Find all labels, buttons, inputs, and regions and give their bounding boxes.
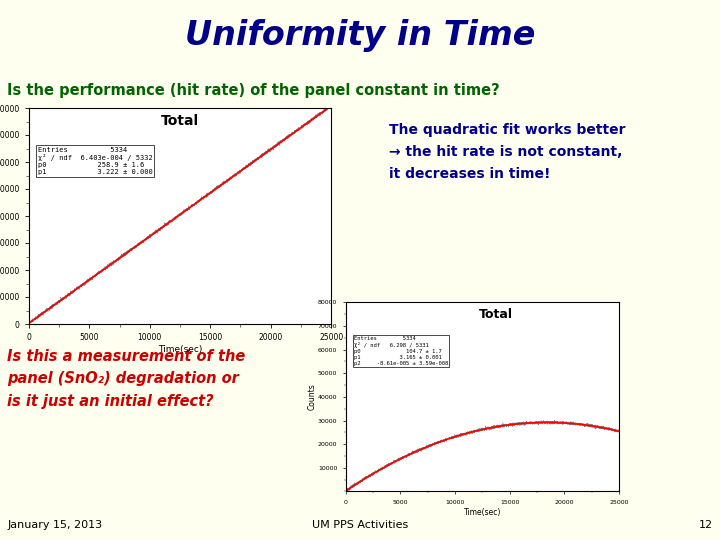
Text: Is the performance (hit rate) of the panel constant in time?: Is the performance (hit rate) of the pan…: [7, 84, 500, 98]
Text: Total: Total: [479, 308, 513, 321]
X-axis label: Time(sec): Time(sec): [464, 508, 501, 517]
X-axis label: Time(sec): Time(sec): [158, 345, 202, 354]
Y-axis label: Counts: Counts: [307, 383, 316, 410]
Text: Uniformity in Time: Uniformity in Time: [185, 18, 535, 52]
Text: UM PPS Activities: UM PPS Activities: [312, 520, 408, 530]
Text: January 15, 2013: January 15, 2013: [7, 520, 102, 530]
Text: Entries          5334
χ² / ndf  6.403e-004 / 5332
p0            258.9 ± 1.6
p1  : Entries 5334 χ² / ndf 6.403e-004 / 5332 …: [38, 147, 153, 175]
Text: Entries        5334
χ² / ndf   6.298 / 5331
p0              104.7 ± 1.7
p1      : Entries 5334 χ² / ndf 6.298 / 5331 p0 10…: [354, 336, 448, 366]
Text: Is this a measurement of the
panel (SnO₂) degradation or
is it just an initial e: Is this a measurement of the panel (SnO₂…: [7, 349, 246, 409]
Text: Total: Total: [161, 114, 199, 129]
Text: The quadratic fit works better
→ the hit rate is not constant,
it decreases in t: The quadratic fit works better → the hit…: [389, 123, 625, 181]
Text: 12: 12: [698, 520, 713, 530]
